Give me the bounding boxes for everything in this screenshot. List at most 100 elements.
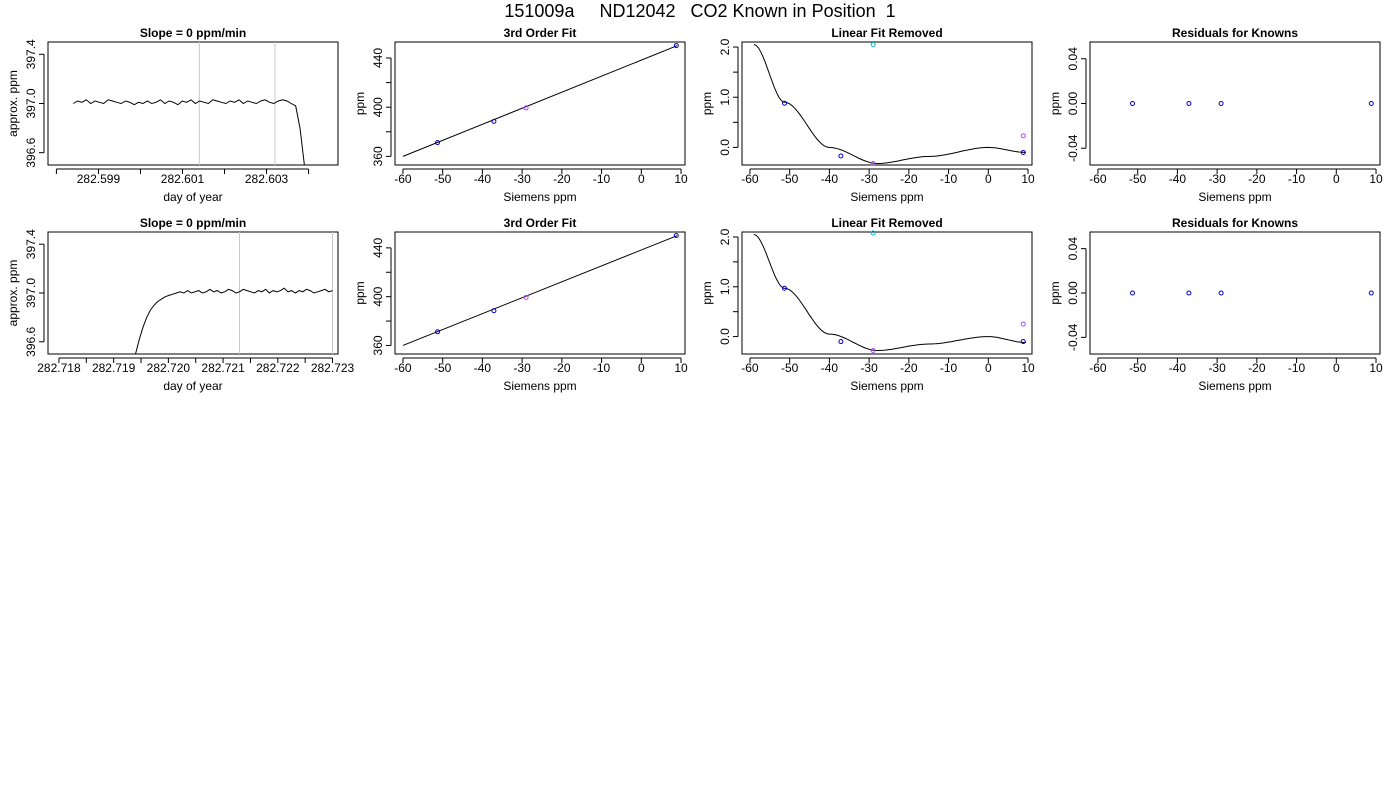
panel-6-x-tick-label: 10 xyxy=(674,361,688,375)
panel-6-x-tick-label: -60 xyxy=(394,361,412,375)
panel-8-title: Residuals for Knowns xyxy=(1172,216,1298,230)
panel-8-data-point xyxy=(1186,290,1192,296)
panel-7-x-label: Siemens ppm xyxy=(850,379,923,393)
panel-8-x-tick-label: -40 xyxy=(1169,361,1187,375)
panel-2-y-tick-label: 440 xyxy=(371,48,385,68)
panel-2-x-tick-label: 10 xyxy=(674,172,688,186)
panel-8-x-label: Siemens ppm xyxy=(1198,379,1271,393)
panel-3-data-point xyxy=(870,160,876,166)
panel-6-data-point xyxy=(673,233,679,239)
panel-2-data-point xyxy=(491,118,497,124)
panel-4-x-tick-label: -30 xyxy=(1208,172,1226,186)
panel-7-y-label: ppm xyxy=(700,281,714,304)
panel-8-frame xyxy=(1089,231,1381,355)
panel-8-data-point xyxy=(1130,290,1136,296)
panel-3-x-tick-label: -10 xyxy=(940,172,958,186)
panel-5-x-label: day of year xyxy=(163,379,222,393)
panel-7-data-point xyxy=(1020,321,1026,327)
panel-7-x-tick-label: -50 xyxy=(781,361,799,375)
panel-3-data-point xyxy=(782,100,788,106)
panel-7-data-point xyxy=(782,285,788,291)
panel-4-x-tick-label: -50 xyxy=(1129,172,1147,186)
panel-7-x-tick-label: 10 xyxy=(1021,361,1035,375)
panel-8-y-tick-label: 0.04 xyxy=(1066,237,1080,261)
panel-4-title: Residuals for Knowns xyxy=(1172,26,1298,40)
panel-2-title: 3rd Order Fit xyxy=(504,26,577,40)
panel-8-y-label: ppm xyxy=(1048,281,1062,304)
panel-8-data-point xyxy=(1218,290,1224,296)
panel-8-x-tick-label: -50 xyxy=(1129,361,1147,375)
panel-2-x-tick-label: -60 xyxy=(394,172,412,186)
panel-8-y-tick-label: 0.00 xyxy=(1066,281,1080,305)
panel-1-trace xyxy=(72,99,305,165)
panel-4-data-point xyxy=(1186,101,1192,106)
figure-title: 151009a ND12042 CO2 Known in Position 1 xyxy=(504,1,896,21)
panel-2-data-point xyxy=(673,43,679,49)
panel-8-data-point xyxy=(1368,290,1374,296)
panel-2-x-tick-label: -20 xyxy=(553,172,571,186)
panel-7-data-point xyxy=(870,348,876,354)
panel-4-x-tick-label: -60 xyxy=(1089,172,1107,186)
panel-3-x-tick-label: -60 xyxy=(741,172,759,186)
panel-8-x-tick-label: 10 xyxy=(1369,361,1383,375)
panel-7-frame xyxy=(741,231,1033,355)
panel-6-y-tick-label: 440 xyxy=(371,238,385,258)
panel-5-y-label: approx. ppm xyxy=(6,260,20,327)
panel-6-y-tick-label: 400 xyxy=(371,286,385,306)
panel-3-y-tick-label: 1.0 xyxy=(718,89,732,106)
panel-3-x-tick-label: 0 xyxy=(985,172,992,186)
panel-5-title: Slope = 0 ppm/min xyxy=(140,216,246,230)
panel-2-frame xyxy=(394,41,686,166)
panel-5-y-tick-label: 397.0 xyxy=(24,278,38,308)
panel-6-x-tick-label: 0 xyxy=(638,361,645,375)
panel-2-x-tick-label: -30 xyxy=(513,172,531,186)
panel-3-x-tick-label: -50 xyxy=(781,172,799,186)
panel-5-x-tick-label: 282.719 xyxy=(92,361,136,375)
panel-4-x-tick-label: -40 xyxy=(1169,172,1187,186)
panel-2-x-tick-label: -40 xyxy=(474,172,492,186)
panel-4-x-tick-label: -20 xyxy=(1248,172,1266,186)
panel-2-x-tick-label: 0 xyxy=(638,172,645,186)
panel-7-x-tick-label: -10 xyxy=(940,361,958,375)
panel-5-x-tick-label: 282.722 xyxy=(256,361,300,375)
panel-2-x-label: Siemens ppm xyxy=(503,190,576,204)
panel-6-x-tick-label: -10 xyxy=(593,361,611,375)
panel-7-x-tick-label: -20 xyxy=(900,361,918,375)
panel-6-x-tick-label: -30 xyxy=(513,361,531,375)
panel-3-y-label: ppm xyxy=(700,92,714,115)
panel-5-x-tick-label: 282.721 xyxy=(201,361,245,375)
panel-3-x-tick-label: -40 xyxy=(821,172,839,186)
panel-4-data-point xyxy=(1218,101,1224,106)
panel-4-x-tick-label: -10 xyxy=(1288,172,1306,186)
panel-8-x-tick-label: 0 xyxy=(1333,361,1340,375)
panel-3-x-tick-label: -20 xyxy=(900,172,918,186)
panel-3-data-point xyxy=(1020,149,1026,155)
panel-3-x-label: Siemens ppm xyxy=(850,190,923,204)
panel-3-data-point xyxy=(1020,133,1026,139)
panel-1-y-tick-label: 397.4 xyxy=(24,39,38,69)
panel-3-x-tick-label: -30 xyxy=(860,172,878,186)
panel-6-y-tick-label: 360 xyxy=(371,335,385,355)
panel-4-x-tick-label: 0 xyxy=(1333,172,1340,186)
panel-7-x-tick-label: -30 xyxy=(860,361,878,375)
panel-5-x-tick-label: 282.720 xyxy=(147,361,191,375)
panel-6-x-tick-label: -40 xyxy=(474,361,492,375)
panel-4-data-point xyxy=(1130,101,1136,106)
panel-6-x-tick-label: -20 xyxy=(553,361,571,375)
panel-5-y-tick-label: 396.6 xyxy=(24,326,38,356)
panel-2-data-point xyxy=(435,140,441,146)
panel-6-data-point xyxy=(435,329,441,335)
panel-4-y-tick-label: 0.00 xyxy=(1066,91,1080,115)
panel-1-title: Slope = 0 ppm/min xyxy=(140,26,246,40)
panel-7-x-tick-label: 0 xyxy=(985,361,992,375)
panel-2-x-tick-label: -10 xyxy=(593,172,611,186)
panel-3-fit-curve xyxy=(753,44,1026,164)
panel-6-data-point xyxy=(523,294,529,300)
panel-7-data-point xyxy=(1020,339,1026,345)
panel-1-x-tick-label: 282.599 xyxy=(77,172,121,186)
panel-7-y-tick-label: 2.0 xyxy=(718,228,732,245)
panel-3-title: Linear Fit Removed xyxy=(831,26,942,40)
panel-1-frame xyxy=(47,41,339,166)
panel-8-x-tick-label: -60 xyxy=(1089,361,1107,375)
panel-5-y-tick-label: 397.4 xyxy=(24,229,38,259)
